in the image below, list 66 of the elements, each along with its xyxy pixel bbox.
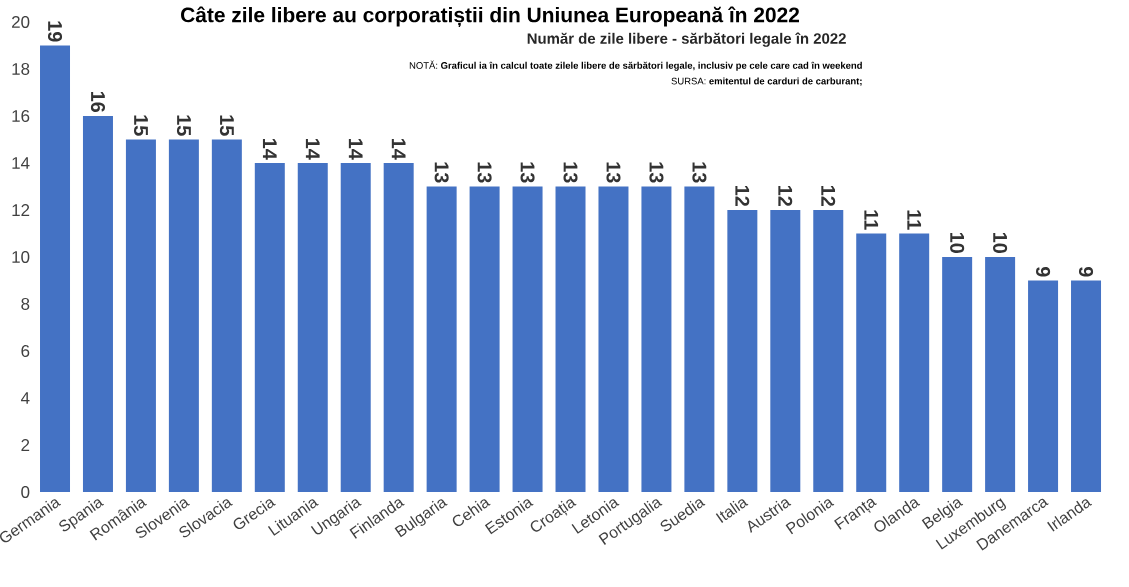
data-label: 10: [950, 232, 965, 253]
data-label: 15: [219, 115, 234, 136]
data-label: 16: [90, 91, 106, 113]
data-label: 12: [821, 185, 836, 206]
data-label: 12: [778, 185, 793, 206]
data-label: 13: [606, 162, 621, 183]
bar: [40, 45, 71, 492]
data-label: 14: [391, 138, 406, 160]
bar: [340, 162, 371, 492]
bar: [727, 209, 758, 492]
data-label: 10: [993, 232, 1008, 253]
bar: [512, 186, 543, 492]
bar: [168, 139, 199, 492]
bar: [555, 186, 586, 492]
bar: [942, 256, 973, 492]
bar: [856, 233, 887, 492]
data-label: 12: [735, 185, 750, 206]
bar: [1071, 280, 1102, 492]
bar: [1028, 280, 1059, 492]
data-label: 13: [563, 162, 578, 183]
y-tick-label: 2: [21, 439, 30, 451]
bar: [297, 162, 328, 492]
bar: [469, 186, 500, 492]
bar: [211, 139, 242, 492]
y-tick-label: 16: [12, 109, 30, 122]
bar: [82, 115, 113, 492]
data-label: 11: [864, 210, 879, 230]
x-tick-label: Italia: [715, 499, 749, 523]
bar: [770, 209, 801, 492]
bar: [641, 186, 672, 492]
data-label: 9: [1036, 266, 1051, 277]
annotation: NOTĂ: Graficul ia în calcul toate zilele libere de sărbători legale, inclusiv pe cele care cad în weekend: [409, 60, 862, 71]
data-label: 13: [520, 162, 535, 183]
bar: [985, 256, 1016, 492]
data-label: 19: [47, 21, 63, 42]
y-tick-label: 18: [12, 62, 30, 75]
data-label: 15: [176, 115, 191, 136]
y-tick-label: 14: [12, 157, 30, 169]
y-tick-label: 6: [21, 344, 30, 357]
data-label: 13: [692, 162, 707, 183]
y-tick-label: 10: [12, 250, 30, 263]
data-label: 15: [133, 115, 148, 136]
y-tick-label: 4: [20, 392, 30, 404]
bar: [383, 162, 414, 492]
bar: [684, 186, 715, 492]
data-label: 13: [649, 162, 664, 183]
y-tick-label: 12: [12, 204, 30, 216]
y-tick-label: 20: [12, 15, 30, 28]
bar: [125, 139, 156, 492]
bar: [598, 186, 629, 492]
y-tick-label: 8: [21, 297, 30, 310]
bar: [813, 209, 844, 492]
bar: [426, 186, 457, 492]
data-label: 14: [305, 138, 320, 160]
data-label: 9: [1078, 266, 1094, 277]
data-label: 14: [348, 138, 363, 160]
data-label: 13: [434, 162, 449, 183]
data-label: 13: [477, 162, 492, 183]
chart-title: Câte zile libere au corporatiștii din Uniunea Europeană în 2022: [181, 6, 799, 27]
data-label: 14: [262, 138, 277, 160]
annotation: SURSA: emitentul de carduri de carburant;: [671, 77, 862, 86]
bar: [254, 162, 285, 492]
text: Număr de zile libere - sărbători legale în 2022: [527, 32, 846, 47]
data-label: 11: [907, 210, 922, 230]
y-tick-label: 0: [21, 485, 30, 498]
bar: [899, 233, 930, 492]
